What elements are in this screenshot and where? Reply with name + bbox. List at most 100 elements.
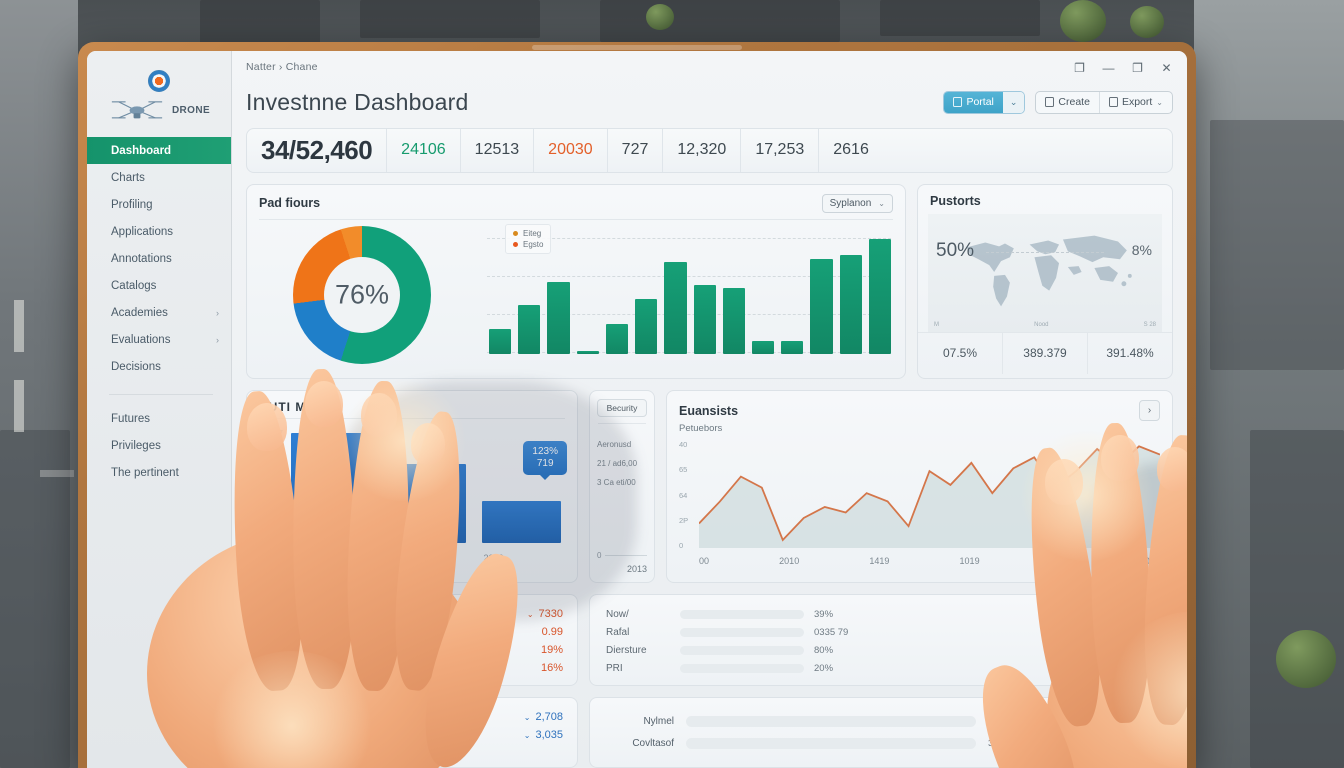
bar[interactable]	[489, 328, 512, 354]
sidebar-item-futures[interactable]: Futures	[87, 405, 231, 432]
y-tick: 357	[269, 429, 283, 438]
bar[interactable]	[664, 262, 687, 354]
security-card-header[interactable]: Becurity	[597, 399, 647, 417]
brand-name: DRONE	[171, 105, 211, 116]
security-list-item[interactable]: 3 Ca eti/00	[597, 478, 636, 487]
table-row[interactable]: r ⌄ 7330	[261, 605, 563, 623]
zero-label: 0	[597, 551, 602, 561]
y-tick: 0	[679, 541, 684, 550]
red-metrics-card: r ⌄ 7330 oti 0.99 2v 19%	[246, 594, 578, 687]
table-row[interactable]: oti 0.99	[261, 623, 563, 641]
bar[interactable]	[810, 258, 833, 354]
bar[interactable]	[547, 281, 570, 354]
bar-chart[interactable]: Eiteg Egsto	[477, 220, 905, 370]
bar[interactable]	[518, 304, 541, 354]
blue-bar-chart[interactable]: 357 294 211 112 357 194	[247, 419, 577, 569]
world-map[interactable]: 50% 8% M Nood S 28	[928, 213, 1162, 332]
minimize-icon[interactable]: —	[1102, 60, 1115, 75]
close-icon[interactable]: ✕	[1161, 60, 1172, 75]
row-value: 16%	[540, 662, 563, 675]
legend-label: Eiteg	[523, 228, 542, 238]
security-card-footer: 0 2013	[597, 551, 647, 574]
sidebar-item-academies[interactable]: Academies ›	[87, 299, 231, 326]
x-tick: 1019	[959, 556, 980, 566]
x-tick: 00	[699, 556, 710, 566]
row-label: r	[261, 608, 265, 620]
progress-percent: 22%	[988, 715, 1008, 727]
create-button[interactable]: Create	[1036, 92, 1099, 113]
progress-track	[680, 627, 804, 637]
sidebar-item-annotations[interactable]: Annotations	[87, 245, 231, 272]
progress-row[interactable]: Nylmel 22%	[608, 710, 1154, 732]
bar[interactable]	[839, 255, 862, 354]
bar[interactable]	[576, 350, 599, 354]
title-row: Investnne Dashboard Portal ⌄ Create	[232, 87, 1187, 116]
security-list-item[interactable]: 21 / ad6,00	[597, 459, 638, 468]
line-card: Euansists › Petuebors 40 65 64 2P 0	[666, 390, 1173, 584]
top-bar: Natter › Chane ❐ — ❐ ✕	[232, 51, 1187, 87]
line-card-header: Euansists ›	[667, 391, 1172, 423]
progress-label: Nylmel	[643, 715, 674, 727]
sidebar-item-applications[interactable]: Applications	[87, 218, 231, 245]
row-value: 19%	[540, 644, 563, 657]
sidebar-item-privileges[interactable]: Privileges	[87, 432, 231, 459]
tablet-screen: DRONE Dashboard Charts Profiling Applica…	[87, 51, 1187, 768]
portal-button[interactable]: Portal	[944, 91, 1003, 113]
header-button-group: Create Export ⌄	[1035, 90, 1173, 114]
blue-bar-card-title: AUTI MSS	[259, 400, 325, 414]
sidebar-item-profiling[interactable]: Profiling	[87, 191, 231, 218]
progress-row[interactable]: Now/ 39%	[606, 605, 1156, 623]
bar[interactable]	[635, 298, 658, 354]
sidebar-item-catalogs[interactable]: Catalogs	[87, 272, 231, 299]
line-chart[interactable]: 40 65 64 2P 0 00 2010 1419 1019 201	[679, 436, 1160, 568]
bar[interactable]	[868, 239, 892, 354]
export-button-label: Export	[1121, 96, 1153, 109]
sidebar-item-dashboard[interactable]: Dashboard	[87, 137, 231, 164]
progress-row[interactable]: Rafal 0335 79	[606, 623, 1156, 641]
bar-chart-legend: Eiteg Egsto	[505, 223, 552, 254]
export-button[interactable]: Export ⌄	[1098, 91, 1172, 113]
bar[interactable]	[481, 501, 561, 543]
table-row[interactable]: Ilmgofa ⌄ 2,708	[261, 708, 563, 726]
donut-chart[interactable]: 76%	[293, 225, 431, 364]
sidebar-item-label: Annotations	[111, 252, 172, 265]
header-actions: Portal ⌄ Create Export ⌄	[943, 90, 1173, 114]
progress-row[interactable]: Covltasof 37%	[608, 732, 1154, 754]
caret-down-icon: ⌄	[523, 730, 531, 740]
share-icon[interactable]: ❐	[1074, 60, 1085, 75]
sidebar-item-decisions[interactable]: Decisions	[87, 353, 231, 380]
bar[interactable]	[781, 341, 804, 354]
chevron-down-icon[interactable]: ⌄	[1156, 97, 1163, 107]
sidebar-item-the-pertinent[interactable]: The pertinent	[87, 459, 231, 486]
tooltip-sub: 194	[314, 458, 331, 469]
table-row[interactable]: zoey id lone ⌄ 3,035	[261, 726, 563, 744]
brand-logo[interactable]: DRONE	[87, 59, 231, 137]
next-arrow-button[interactable]: ›	[1139, 400, 1160, 421]
map-stat: 391.48%	[1106, 346, 1154, 361]
bar[interactable]	[605, 324, 629, 354]
portal-dropdown-toggle[interactable]: ⌄	[1002, 91, 1025, 113]
sidebar-item-evaluations[interactable]: Evaluations ›	[87, 326, 231, 353]
pie-card-selector[interactable]: Syplanon ⌄	[821, 193, 893, 213]
value-text: 7330	[538, 608, 563, 621]
breadcrumb[interactable]: Natter › Chane	[246, 61, 318, 73]
value-text: 2,708	[535, 711, 563, 724]
map-stat: 389.379	[1003, 332, 1088, 374]
bar[interactable]	[693, 285, 716, 354]
table-row[interactable]: A 16%	[261, 659, 563, 677]
progress-label: Diersture	[606, 644, 647, 656]
legend-item: Egsto	[513, 239, 543, 250]
sidebar-item-charts[interactable]: Charts	[87, 164, 231, 191]
progress-row[interactable]: PRI 20%	[606, 659, 1156, 677]
bar[interactable]	[386, 463, 466, 543]
bar[interactable]	[751, 341, 775, 354]
map-card: Pustorts	[917, 183, 1173, 379]
progress-row[interactable]: Diersture 80%	[606, 641, 1156, 659]
backdrop-building	[880, 0, 1040, 36]
portal-split-button[interactable]: Portal ⌄	[943, 90, 1026, 114]
restore-icon[interactable]: ❐	[1132, 60, 1143, 75]
bar[interactable]	[722, 287, 745, 354]
table-row[interactable]: 2v 19%	[261, 641, 563, 659]
security-list-item[interactable]: Aeronusd	[597, 440, 632, 449]
map-axis-tick: M	[934, 321, 939, 328]
